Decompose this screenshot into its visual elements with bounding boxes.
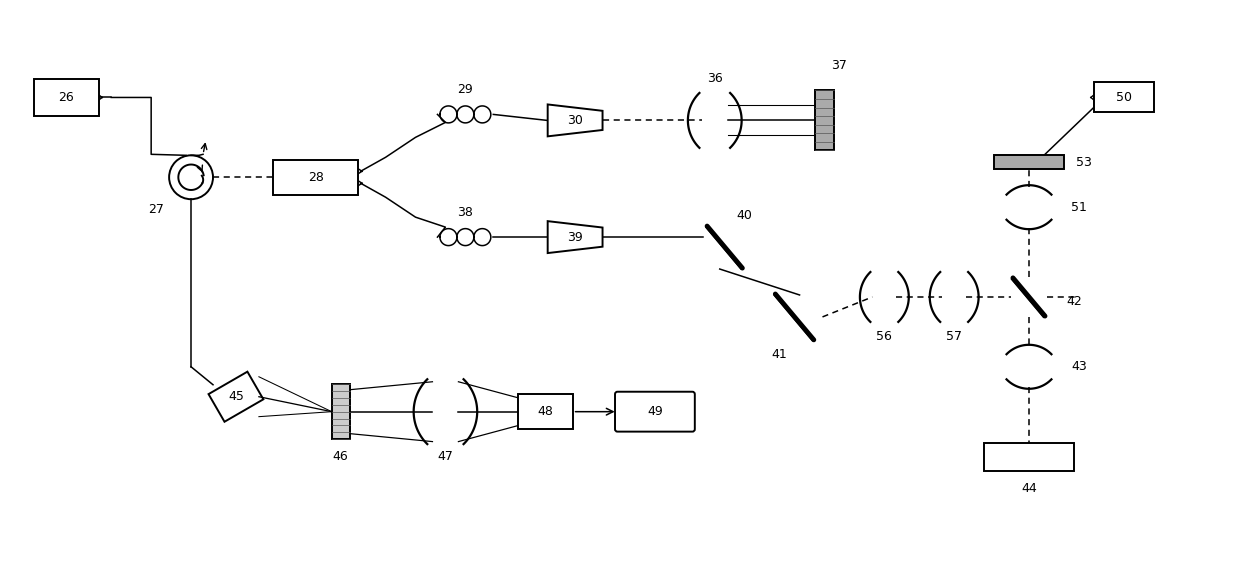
Bar — [273, 160, 358, 194]
Text: 37: 37 — [832, 59, 847, 72]
Text: 50: 50 — [1116, 91, 1132, 104]
Text: 46: 46 — [332, 450, 348, 463]
Text: 38: 38 — [458, 206, 474, 219]
Text: 39: 39 — [567, 230, 583, 243]
Text: 43: 43 — [1071, 360, 1086, 373]
Bar — [1094, 83, 1153, 112]
FancyBboxPatch shape — [615, 392, 694, 432]
Text: 53: 53 — [1076, 156, 1091, 169]
Text: 28: 28 — [308, 171, 324, 184]
Text: 30: 30 — [567, 114, 583, 127]
Text: 41: 41 — [771, 348, 787, 361]
Bar — [815, 90, 835, 150]
Text: 26: 26 — [58, 91, 74, 104]
Text: 49: 49 — [647, 405, 663, 418]
Text: 51: 51 — [1071, 201, 1086, 214]
Text: 27: 27 — [149, 203, 164, 216]
Bar — [518, 394, 573, 429]
Text: 56: 56 — [877, 330, 893, 343]
Bar — [332, 384, 350, 439]
Text: 45: 45 — [228, 390, 244, 403]
Bar — [33, 79, 99, 116]
Text: 29: 29 — [458, 83, 474, 96]
Bar — [985, 443, 1074, 470]
Text: 36: 36 — [707, 72, 723, 85]
Text: 40: 40 — [737, 209, 753, 221]
Text: 47: 47 — [438, 450, 454, 463]
Text: 42: 42 — [1066, 296, 1081, 309]
Text: 48: 48 — [537, 405, 553, 418]
Text: 57: 57 — [946, 330, 962, 343]
Bar — [994, 155, 1064, 169]
Text: 44: 44 — [1021, 482, 1037, 495]
